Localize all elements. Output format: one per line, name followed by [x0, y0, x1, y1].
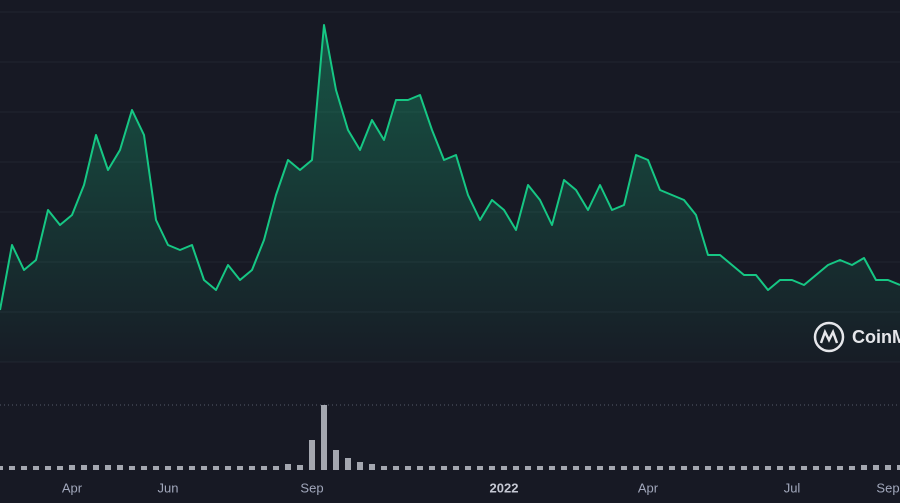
volume-bar — [213, 466, 219, 470]
volume-bar — [165, 466, 171, 470]
x-tick-label: Jul — [784, 480, 801, 495]
volume-bar — [153, 466, 159, 470]
volume-bar — [633, 466, 639, 470]
x-tick-label: Sep — [876, 480, 899, 495]
x-tick-label: Apr — [638, 480, 659, 495]
volume-bar — [477, 466, 483, 470]
volume-bar — [777, 466, 783, 470]
volume-bar — [849, 466, 855, 470]
volume-bar — [657, 466, 663, 470]
volume-bar — [645, 466, 651, 470]
volume-bar — [873, 465, 879, 470]
watermark: CoinMarketCap — [813, 321, 900, 353]
volume-bar — [429, 466, 435, 470]
x-tick-label: 2022 — [490, 480, 519, 495]
logo-icon — [813, 321, 845, 353]
logo-mark — [819, 328, 839, 344]
volume-bar — [705, 466, 711, 470]
volume-bar — [453, 466, 459, 470]
volume-bar — [201, 466, 207, 470]
volume-bar — [765, 466, 771, 470]
volume-bar — [105, 465, 111, 470]
x-tick-label: Sep — [300, 480, 323, 495]
volume-bar — [717, 466, 723, 470]
volume-bar — [33, 466, 39, 470]
volume-bar — [45, 466, 51, 470]
volume-bar — [237, 466, 243, 470]
volume-bar — [861, 465, 867, 470]
volume-bar — [561, 466, 567, 470]
volume-bar — [93, 465, 99, 470]
volume-bar — [741, 466, 747, 470]
volume-bar — [489, 466, 495, 470]
volume-bar — [321, 405, 327, 470]
volume-bar — [417, 466, 423, 470]
volume-bar — [381, 466, 387, 470]
volume-bar — [0, 466, 3, 470]
volume-bar — [249, 466, 255, 470]
volume-bar — [585, 466, 591, 470]
volume-bar — [141, 466, 147, 470]
volume-bar — [681, 466, 687, 470]
volume-bar — [285, 464, 291, 470]
volume-bar — [261, 466, 267, 470]
x-tick-label: Jun — [158, 480, 179, 495]
volume-bar — [465, 466, 471, 470]
volume-bar — [885, 465, 891, 470]
volume-bar — [573, 466, 579, 470]
volume-bar — [345, 458, 351, 470]
volume-bar — [693, 466, 699, 470]
volume-bar — [129, 466, 135, 470]
volume-bar — [597, 466, 603, 470]
volume-bar — [549, 466, 555, 470]
volume-bar — [837, 466, 843, 470]
volume-bar — [813, 466, 819, 470]
volume-bar — [669, 466, 675, 470]
volume-bar — [333, 450, 339, 470]
volume-bar — [225, 466, 231, 470]
volume-bar — [177, 466, 183, 470]
volume-bar — [81, 465, 87, 470]
volume-bar — [369, 464, 375, 470]
volume-bar — [69, 465, 75, 470]
volume-bar — [525, 466, 531, 470]
volume-bar — [825, 466, 831, 470]
watermark-text: CoinMarketCap — [852, 327, 900, 347]
volume-bar — [753, 466, 759, 470]
volume-bar — [309, 440, 315, 470]
price-area — [0, 25, 900, 362]
volume-bar — [789, 466, 795, 470]
volume-bar — [9, 466, 15, 470]
volume-bar — [297, 465, 303, 470]
volume-bar — [405, 466, 411, 470]
volume-bar — [117, 465, 123, 470]
volume-bar — [621, 466, 627, 470]
volume-bar — [273, 466, 279, 470]
volume-bar — [729, 466, 735, 470]
volume-bar — [501, 466, 507, 470]
volume-bar — [801, 466, 807, 470]
volume-bar — [537, 466, 543, 470]
volume-bar — [57, 466, 63, 470]
volume-bar — [357, 462, 363, 470]
volume-bar — [441, 466, 447, 470]
price-line — [0, 24, 900, 311]
volume-bar — [609, 466, 615, 470]
volume-bar — [513, 466, 519, 470]
x-tick-label: Apr — [62, 480, 83, 495]
volume-bar — [897, 465, 900, 470]
volume-bar — [21, 466, 27, 470]
volume-bar — [189, 466, 195, 470]
volume-bar — [393, 466, 399, 470]
